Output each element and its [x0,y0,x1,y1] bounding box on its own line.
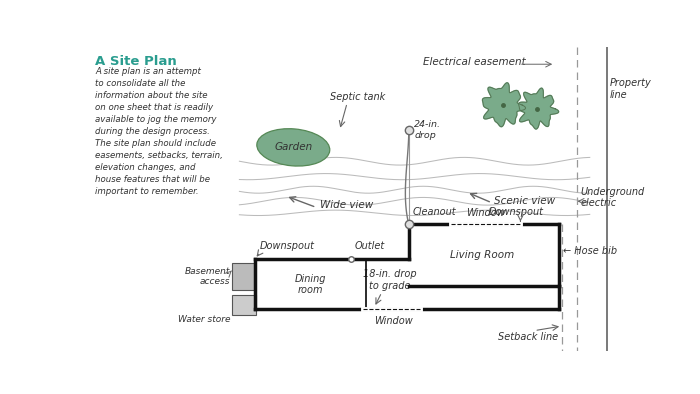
Text: 24-in.
drop: 24-in. drop [414,121,441,140]
Text: Garden: Garden [274,142,312,152]
Text: Dining
room: Dining room [295,274,326,295]
Text: Window: Window [466,208,505,218]
Text: Water store: Water store [178,315,230,324]
Polygon shape [519,88,559,129]
Text: Basement
access: Basement access [185,267,230,286]
Bar [232,295,256,315]
Text: 18-in. drop
to grade: 18-in. drop to grade [363,269,416,291]
Text: Outlet: Outlet [355,241,385,251]
Text: Living Room: Living Room [450,250,514,260]
Text: Septic tank: Septic tank [330,92,385,102]
Text: Window: Window [374,316,413,326]
Text: Downspout: Downspout [489,207,544,217]
Text: A site plan is an attempt
to consolidate all the
information about the site
on o: A site plan is an attempt to consolidate… [95,67,223,196]
Text: A Site Plan: A Site Plan [95,55,177,68]
Text: Cleanout: Cleanout [413,207,456,217]
Text: Property
line: Property line [610,78,652,100]
Text: Electrical easement: Electrical easement [423,56,526,67]
Text: Setback line: Setback line [498,332,558,342]
Text: Underground
electric: Underground electric [580,187,645,208]
Text: ← Hose bib: ← Hose bib [563,246,617,256]
Ellipse shape [257,129,330,166]
Bar [232,263,255,290]
Text: Downspout: Downspout [260,241,315,251]
Text: Wide view: Wide view [321,200,374,210]
Polygon shape [482,83,526,127]
Text: Scenic view: Scenic view [494,196,555,206]
